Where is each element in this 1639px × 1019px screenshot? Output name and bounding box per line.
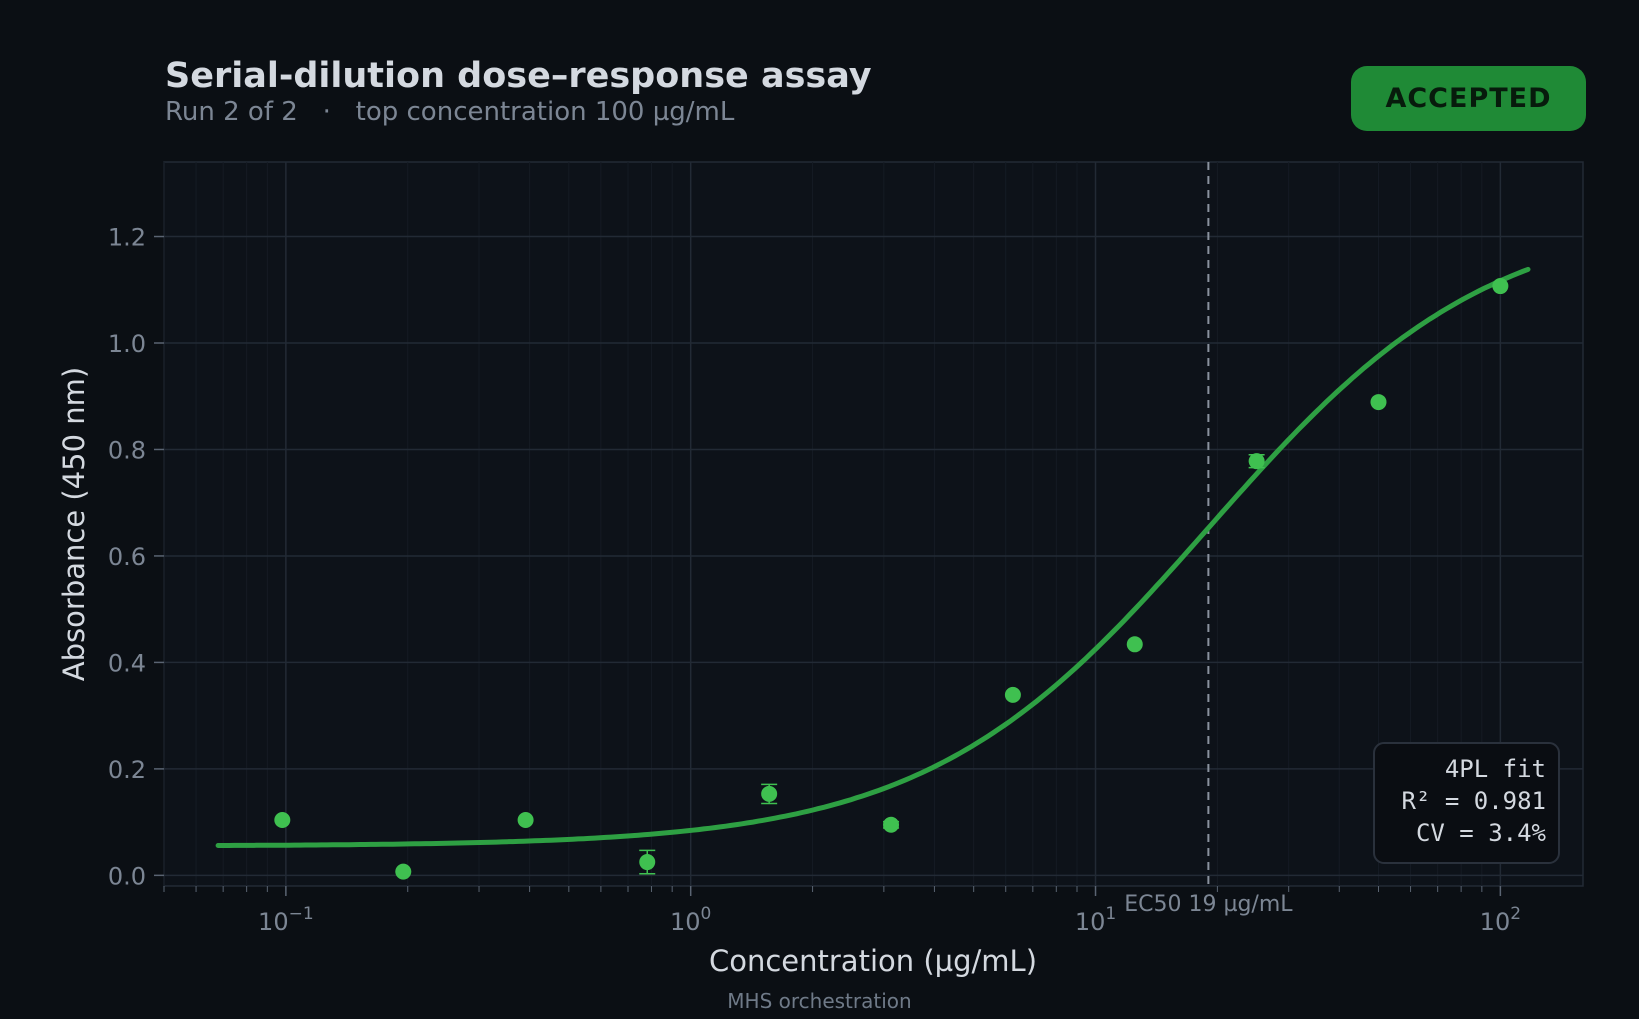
y-tick-label: 0.6 xyxy=(108,543,146,571)
ec50-label: EC50 19 µg/mL xyxy=(1124,892,1293,917)
x-tick-labels: 10−1 100 101 102 xyxy=(258,904,1521,936)
x-axis-label: Concentration (µg/mL) xyxy=(709,944,1037,978)
data-point xyxy=(395,863,412,880)
y-tick-label: 0.8 xyxy=(108,436,146,464)
data-point xyxy=(1126,636,1143,653)
y-axis-label: Absorbance (450 nm) xyxy=(57,367,91,681)
r-squared-label: R² = 0.981 xyxy=(1402,787,1547,815)
y-tick-label: 1.2 xyxy=(108,224,146,252)
status-badge: ACCEPTED xyxy=(1351,66,1586,131)
x-tick-label: 101 xyxy=(1075,904,1116,936)
data-point xyxy=(761,785,778,802)
chart-subtitle: Run 2 of 2 · top concentration 100 µg/mL xyxy=(165,97,735,127)
y-tick-labels: 0.0 0.2 0.4 0.6 0.8 1.0 1.2 xyxy=(108,224,146,891)
data-points xyxy=(274,278,1509,880)
minor-grid xyxy=(163,162,1483,886)
cv-label: CV = 3.4% xyxy=(1416,819,1547,847)
x-tick-label: 102 xyxy=(1480,904,1521,936)
data-point xyxy=(517,811,534,828)
footer-label: MHS orchestration xyxy=(727,989,912,1013)
data-point xyxy=(1248,453,1265,470)
x-tick-label: 10−1 xyxy=(258,904,314,936)
axis-ticks xyxy=(154,235,1502,896)
data-point xyxy=(1004,686,1021,703)
data-point xyxy=(274,811,291,828)
data-point xyxy=(883,816,900,833)
x-tick-label: 100 xyxy=(670,904,711,936)
y-tick-label: 1.0 xyxy=(108,330,146,358)
chart-title: Serial-dilution dose–response assay xyxy=(165,56,872,96)
y-tick-label: 0.2 xyxy=(108,756,146,784)
data-point xyxy=(639,854,656,871)
y-tick-label: 0.4 xyxy=(108,649,146,677)
fit-stats-box: 4PL fit R² = 0.981 CV = 3.4% xyxy=(1373,742,1560,864)
fit-curve xyxy=(215,266,1531,848)
fit-model-label: 4PL fit xyxy=(1445,755,1546,783)
y-tick-label: 0.0 xyxy=(108,862,146,890)
data-point xyxy=(1492,278,1509,295)
data-point xyxy=(1370,394,1387,411)
plot-area xyxy=(163,161,1584,887)
